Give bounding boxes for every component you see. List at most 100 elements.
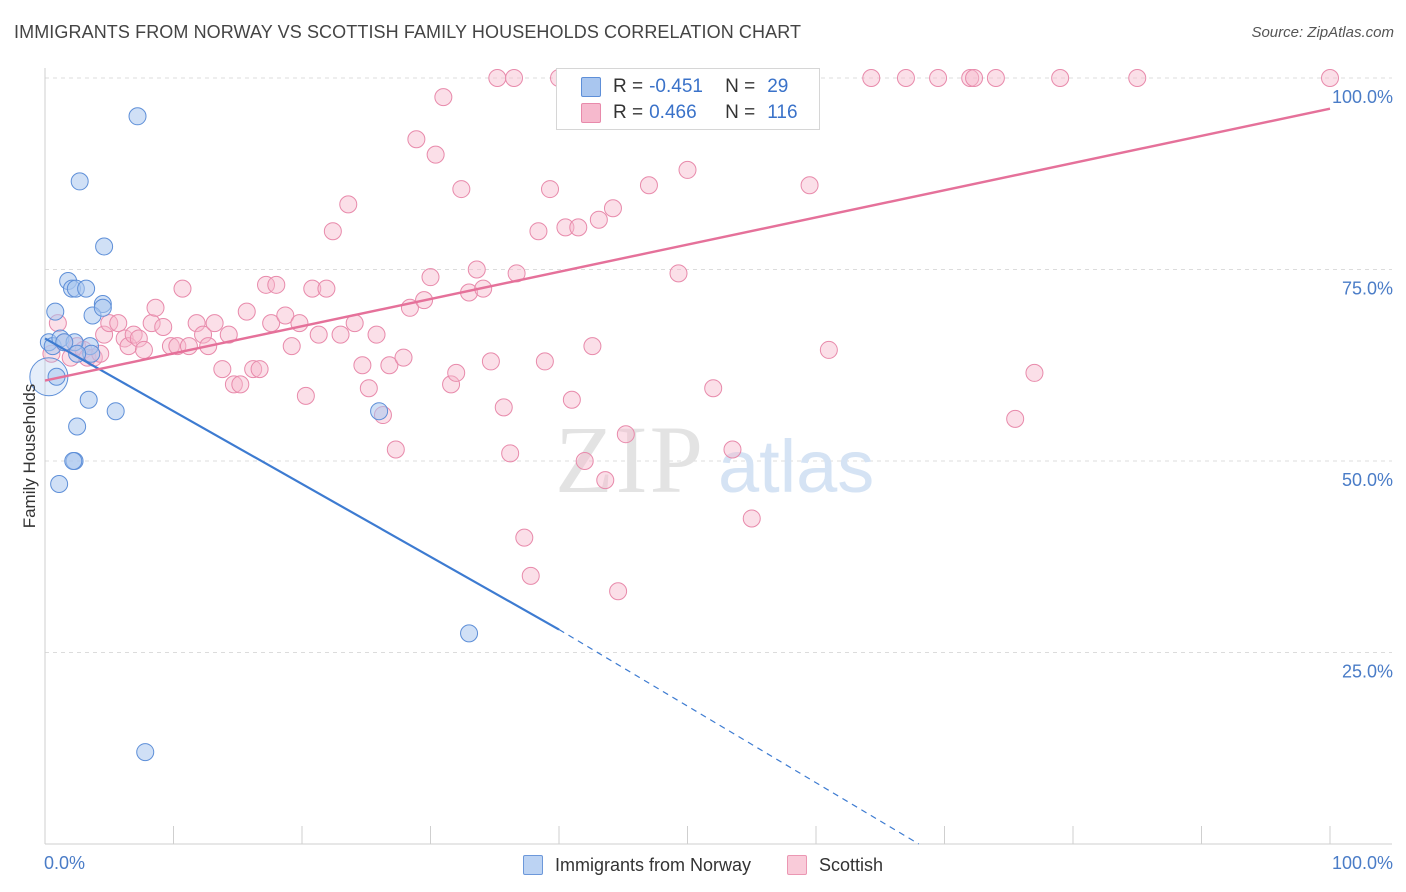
scottish-point (296, 386, 315, 405)
scottish-point (331, 325, 350, 344)
scottish-point (669, 264, 688, 283)
scottish-point (367, 325, 386, 344)
scottish-point (481, 352, 500, 371)
stats-legend-row-scottish: R = 0.466 N = 116 (581, 101, 798, 125)
scottish-point (250, 360, 269, 379)
scottish-point (213, 360, 232, 379)
scottish-point (529, 222, 548, 241)
scottish-point (339, 195, 358, 214)
scottish-point (929, 69, 948, 87)
scottish-point (317, 279, 336, 298)
legend-item-norway[interactable]: Immigrants from Norway (522, 855, 751, 876)
norway-point (50, 474, 69, 493)
scottish-point (562, 390, 581, 409)
scottish-point (380, 356, 399, 375)
norway-point (95, 237, 114, 256)
scottish-point (421, 268, 440, 287)
norway-point (93, 298, 112, 317)
scottish-swatch (581, 103, 601, 123)
scottish-point (569, 218, 588, 237)
scottish-point (1321, 69, 1339, 87)
norway-point (460, 624, 479, 643)
scottish-point (1025, 363, 1044, 382)
scottish-point (303, 279, 322, 298)
scottish-point (800, 176, 819, 195)
norway-point (70, 172, 89, 191)
scottish-point (187, 314, 206, 333)
scottish-point (442, 375, 461, 394)
y-tick-label: 50.0% (1342, 470, 1393, 490)
scottish-point (1128, 69, 1147, 87)
x-tick-label: 100.0% (1332, 853, 1393, 873)
scottish-point (276, 306, 295, 325)
scottish-point (515, 528, 534, 547)
scottish-point (146, 298, 165, 317)
scottish-point (986, 69, 1005, 87)
scottish-point (616, 425, 635, 444)
scottish-point (353, 356, 372, 375)
n-label: N = (725, 76, 756, 97)
scottish-point (134, 340, 153, 359)
chart-title: IMMIGRANTS FROM NORWAY VS SCOTTISH FAMIL… (14, 22, 802, 42)
norway-point (370, 402, 389, 421)
scottish-point (639, 176, 658, 195)
scottish-point (488, 69, 507, 87)
scottish-point (742, 509, 761, 528)
scottish-point (282, 337, 301, 356)
r-value: 0.466 (649, 102, 697, 123)
scottish-point (267, 275, 286, 294)
scottish-point (447, 363, 466, 382)
y-axis-label: Family Households (20, 383, 39, 529)
watermark-zip: ZIP (555, 406, 705, 513)
scottish-point (394, 348, 413, 367)
scottish-point (609, 582, 628, 601)
scottish-point (205, 314, 224, 333)
scottish-point (541, 180, 560, 199)
scottish-point (154, 317, 173, 336)
scottish-point (359, 379, 378, 398)
scottish-point (494, 398, 513, 417)
x-tick-label: 0.0% (44, 853, 85, 873)
scottish-point (1006, 409, 1025, 428)
norway-point (79, 390, 98, 409)
legend-label-scottish: Scottish (819, 854, 884, 875)
scottish-point (434, 88, 453, 107)
scottish-point (173, 279, 192, 298)
scottish-point (467, 260, 486, 279)
scottish-point (965, 69, 984, 87)
chart-source: Source: ZipAtlas.com (1251, 24, 1394, 41)
scottish-point (237, 302, 256, 321)
scottish-point (704, 379, 723, 398)
scottish-point (95, 325, 114, 344)
norway-point (128, 107, 147, 126)
stats-legend: R = -0.451 N = 29 R = 0.466 N = 116 (556, 68, 820, 130)
scottish-point (505, 69, 524, 87)
scottish-point (119, 337, 138, 356)
scottish-point (386, 440, 405, 459)
norway-point (68, 417, 87, 436)
scottish-point (575, 452, 594, 470)
norway-point (136, 743, 155, 762)
r-label: R = (613, 102, 644, 123)
scottish-point (819, 340, 838, 359)
scottish-point (862, 69, 881, 87)
norway-point (64, 452, 83, 470)
scottish-point (219, 325, 238, 344)
scottish-point (1051, 69, 1070, 87)
scottish-point (407, 130, 426, 149)
n-value: 29 (767, 76, 789, 97)
scottish-point (129, 329, 148, 348)
norway-point (77, 279, 96, 298)
norway-point (46, 302, 65, 321)
n-label: N = (725, 102, 756, 123)
watermark-atlas: atlas (718, 425, 874, 508)
scottish-point (603, 199, 622, 218)
y-tick-label: 75.0% (1342, 279, 1393, 299)
legend-item-scottish[interactable]: Scottish (787, 855, 883, 876)
scottish-point (535, 352, 554, 371)
scottish-point (723, 440, 742, 459)
scottish-point (589, 210, 608, 229)
scottish-point (556, 218, 575, 237)
scottish-point (309, 325, 328, 344)
